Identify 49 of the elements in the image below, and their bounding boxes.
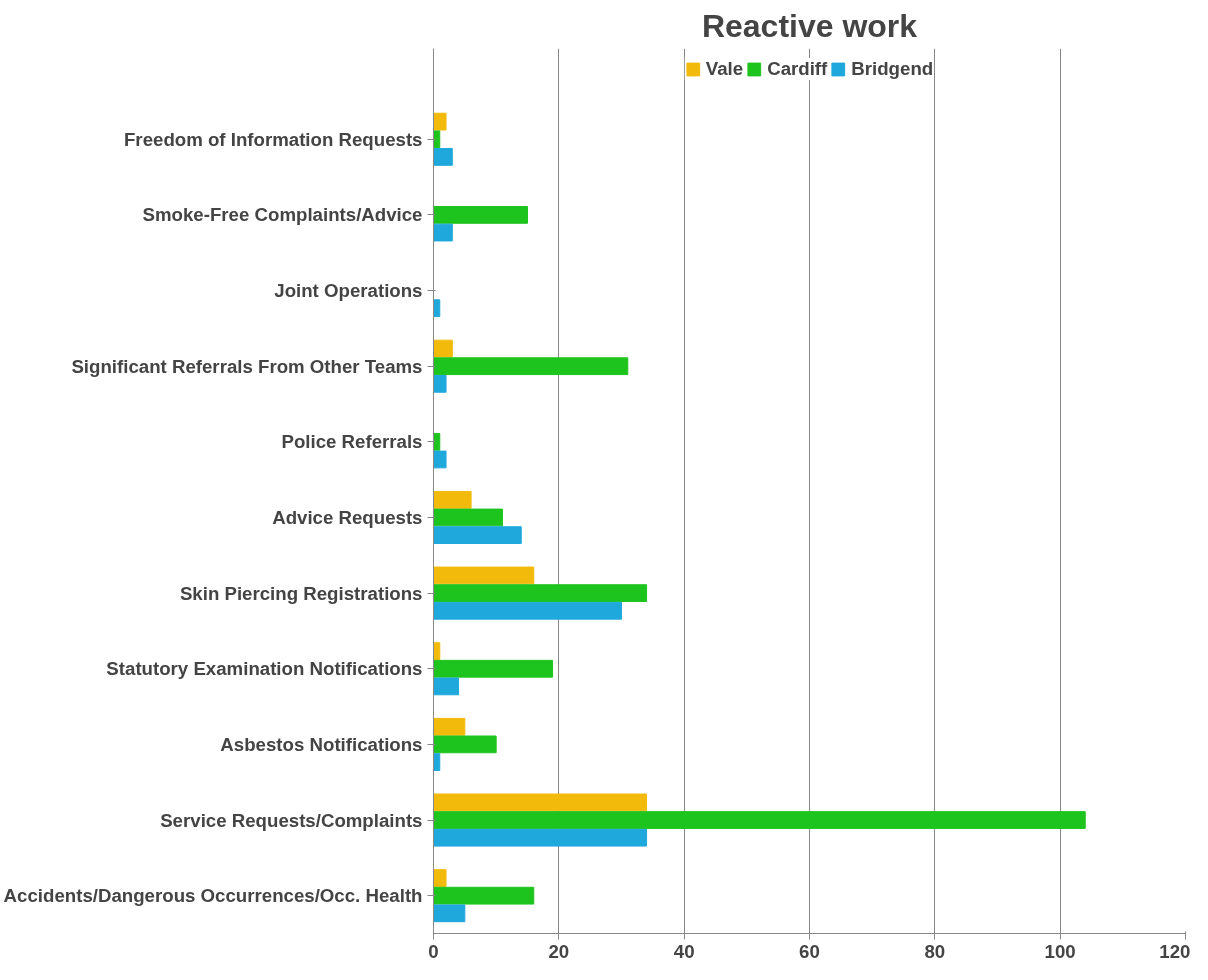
y-tick-label: Joint Operations: [274, 280, 423, 302]
bar: [433, 223, 453, 242]
bar: [433, 869, 447, 887]
y-tick-label: Smoke-Free Complaints/Advice: [142, 204, 423, 226]
y-tick-label: Accidents/Dangerous Occurrences/Occ. Health: [3, 885, 423, 907]
bar: [433, 357, 629, 376]
bar: [433, 735, 497, 754]
y-tick-label: Statutory Examination Notifications: [106, 658, 423, 680]
legend-label: Cardiff: [767, 58, 828, 80]
y-tick-label: Skin Piercing Registrations: [179, 582, 423, 604]
bar: [433, 339, 453, 358]
bar: [433, 601, 622, 620]
y-tick-label: Advice Requests: [272, 506, 423, 528]
x-tick-label: 0: [428, 940, 439, 962]
bar: [433, 112, 447, 131]
bar: [433, 526, 522, 545]
bar: [433, 793, 648, 812]
bar: [433, 584, 648, 602]
x-tick-label: 100: [1044, 940, 1076, 962]
bar: [433, 508, 503, 527]
bar: [433, 566, 535, 585]
bar: [433, 677, 460, 696]
chart-title: Reactive work: [701, 7, 918, 44]
x-tick-label: 20: [548, 940, 570, 962]
legend-label: Vale: [705, 58, 744, 80]
y-tick-label: Significant Referrals From Other Teams: [71, 355, 423, 377]
bar: [433, 450, 447, 469]
bar: [433, 717, 466, 736]
bar: [433, 811, 1086, 829]
x-tick-label: 40: [673, 940, 695, 962]
bar: [433, 206, 528, 224]
bar: [433, 659, 554, 678]
bar: [433, 886, 535, 905]
y-tick-label: Service Requests/Complaints: [160, 809, 423, 831]
bar: [433, 299, 441, 318]
x-tick-label: 80: [924, 940, 946, 962]
bar: [433, 642, 441, 660]
bar: [433, 490, 472, 509]
bar: [433, 753, 441, 771]
bar: [433, 828, 648, 847]
x-tick-label: 120: [1159, 940, 1191, 962]
bar: [433, 374, 447, 393]
y-tick-label: Police Referrals: [281, 431, 423, 453]
y-tick-label: Freedom of Information Requests: [123, 128, 423, 150]
bar: [433, 148, 453, 166]
bar: [433, 904, 466, 923]
x-tick-label: 60: [799, 940, 820, 962]
y-tick-label: Asbestos Notifications: [220, 733, 423, 755]
legend-label: Bridgend: [851, 58, 934, 80]
